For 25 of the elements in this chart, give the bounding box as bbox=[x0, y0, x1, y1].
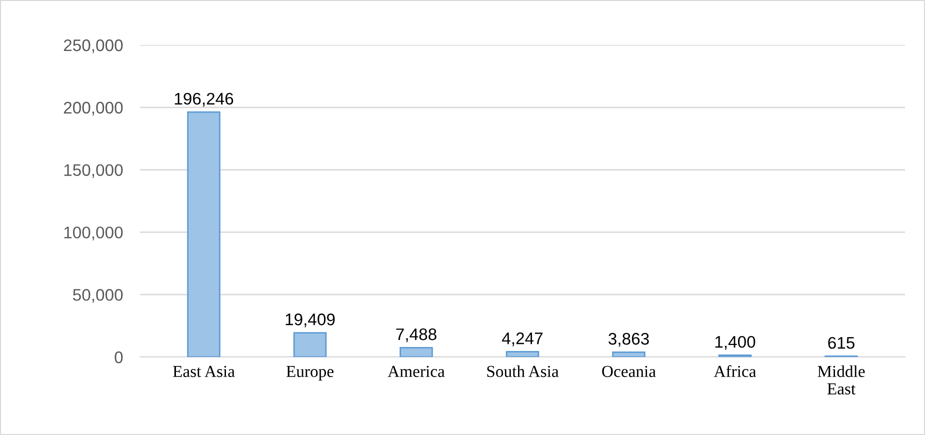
y-tick-label: 0 bbox=[114, 351, 123, 364]
bar bbox=[400, 346, 433, 357]
y-tick-label: 250,000 bbox=[64, 39, 123, 54]
x-tick-label: Middle East bbox=[818, 365, 865, 394]
data-label: 19,409 bbox=[286, 314, 335, 328]
data-label: 7,488 bbox=[396, 328, 436, 342]
x-tick-label: South Asia bbox=[487, 365, 559, 378]
data-label: 4,247 bbox=[502, 332, 543, 346]
y-tick-label: 150,000 bbox=[64, 164, 123, 178]
bar bbox=[612, 351, 646, 357]
y-tick-label: 50,000 bbox=[73, 289, 123, 303]
data-label: 615 bbox=[828, 336, 854, 349]
data-label: 3,863 bbox=[608, 332, 649, 347]
x-tick-label: America bbox=[388, 366, 445, 378]
bar bbox=[187, 111, 220, 357]
data-label: 196,246 bbox=[174, 92, 234, 107]
data-label: 1,400 bbox=[715, 336, 756, 350]
x-tick-label: East Asia bbox=[172, 366, 235, 378]
x-tick-label: Oceania bbox=[602, 366, 656, 378]
x-tick-label: Africa bbox=[714, 365, 756, 378]
bar bbox=[293, 332, 327, 357]
y-tick-label: 200,000 bbox=[64, 102, 123, 116]
bar bbox=[506, 351, 540, 357]
y-tick-label: 100,000 bbox=[64, 226, 123, 240]
x-tick-label: Europe bbox=[286, 366, 334, 380]
